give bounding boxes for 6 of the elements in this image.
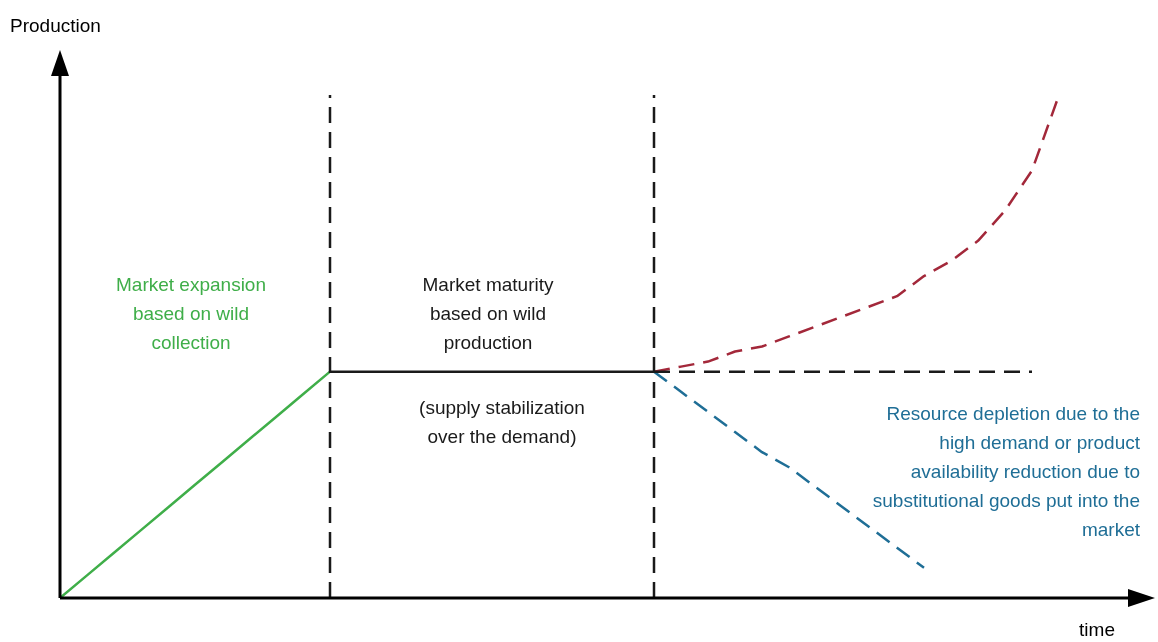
y-axis-title: Production xyxy=(10,15,101,36)
series-label: Market maturity based on wild production xyxy=(422,273,554,353)
x-axis-title: time xyxy=(1079,619,1115,640)
text: Market expansion based on wild collection xyxy=(116,273,266,353)
series-label: Resource depletion due to the high demand or product availability reduction due to substitutional goods put into the market xyxy=(872,402,1141,540)
annotation: (supply stabilization over the demand) xyxy=(419,396,585,447)
